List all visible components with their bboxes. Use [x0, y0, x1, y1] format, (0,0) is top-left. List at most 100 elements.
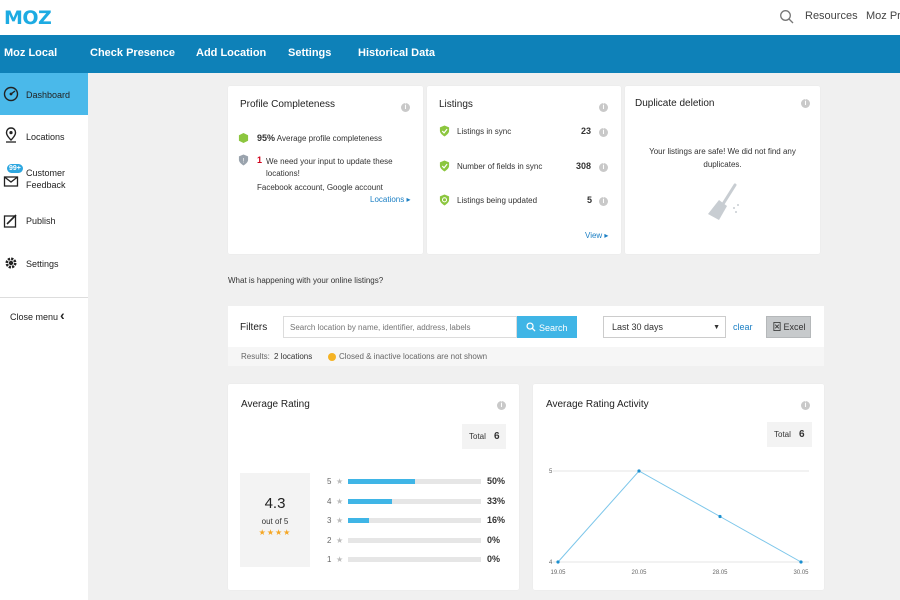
feedback-badge: 99+ [6, 163, 24, 174]
rating-star-number: 3 [327, 516, 332, 525]
sidebar: Dashboard Locations 99+ Customer Feedbac… [0, 73, 88, 600]
view-link[interactable]: View ▸ [585, 231, 609, 240]
info-icon[interactable]: i [599, 103, 608, 112]
caret-down-icon: ▼ [713, 324, 720, 331]
rating-activity-chart: 5 4 19.05 20.05 28.05 30.05 [549, 469, 809, 576]
sidebar-item-settings[interactable]: Settings [0, 241, 88, 283]
profile-percent: 95% [257, 133, 276, 143]
rating-bar-percent: 16% [487, 515, 506, 525]
nav-historical-data[interactable]: Historical Data [358, 47, 436, 59]
listing-row-value: 23 [581, 126, 592, 136]
dashboard-icon [3, 86, 19, 102]
svg-text:!: ! [243, 157, 245, 164]
card-title: Average Rating Activity [546, 399, 649, 410]
duplicate-deletion-card: Duplicate deletion i Your listings are s… [625, 86, 820, 254]
shield-refresh-icon [439, 194, 450, 206]
publish-icon [3, 214, 17, 228]
clear-link[interactable]: clear [733, 322, 753, 332]
location-pin-icon [5, 127, 17, 143]
search-button[interactable]: Search [517, 316, 577, 338]
info-icon[interactable]: i [599, 128, 608, 137]
card-title: Profile Completeness [240, 99, 336, 110]
x-tick-label: 20.05 [631, 570, 647, 576]
excel-button[interactable]: Excel [766, 316, 811, 338]
filters-panel: Filters Search Last 30 days ▼ clear Exce… [228, 306, 824, 366]
date-range-value: Last 30 days [612, 322, 664, 332]
score-box: 4.3 out of 5 ★★★★ [240, 473, 310, 567]
excel-file-icon [773, 322, 781, 331]
sidebar-divider [0, 297, 88, 298]
nav-moz-local[interactable]: Moz Local [4, 47, 58, 59]
data-point[interactable] [637, 469, 641, 473]
listing-row-label: Listings in sync [457, 127, 512, 136]
rating-star-number: 2 [327, 535, 332, 545]
resources-link[interactable]: Resources [805, 10, 858, 22]
series-line [557, 470, 802, 563]
data-point[interactable] [799, 560, 803, 564]
rating-bar-fill [348, 479, 415, 484]
rating-bar-track [348, 498, 481, 504]
date-range-select[interactable]: Last 30 days ▼ [603, 316, 726, 338]
info-icon[interactable]: i [497, 401, 506, 410]
search-input[interactable] [283, 316, 517, 338]
info-icon[interactable]: i [599, 197, 608, 206]
info-icon[interactable]: i [599, 163, 608, 172]
rating-star-number: 1 [327, 555, 332, 564]
card-title: Listings [439, 99, 473, 110]
total-box: Total 6 [462, 424, 506, 449]
moz-pro-link[interactable]: Moz Pro [866, 10, 900, 22]
star-icon: ★ [336, 555, 344, 564]
info-icon[interactable]: i [801, 99, 810, 108]
average-rating-card: Average Rating i Total 6 4.3 out of 5 ★★… [228, 384, 519, 590]
listings-card: Listings i Listings in sync 23 i Number … [427, 86, 621, 254]
nav-settings[interactable]: Settings [288, 47, 332, 59]
data-point[interactable] [718, 514, 722, 519]
star-icon: ★ [336, 535, 344, 545]
results-notice: Closed & inactive locations are not show… [339, 352, 488, 361]
sidebar-item-locations[interactable]: Locations [0, 115, 88, 157]
search-button-label: Search [538, 322, 568, 333]
rating-bar-track [348, 537, 481, 543]
broom-icon [708, 183, 739, 220]
y-tick-label: 5 [549, 469, 553, 475]
close-menu-button[interactable]: Close menu [10, 312, 59, 322]
locations-link[interactable]: Locations ▸ [370, 195, 411, 204]
sidebar-item-customer-feedback[interactable]: 99+ Customer Feedback [0, 157, 88, 199]
nav-add-location[interactable]: Add Location [196, 47, 267, 59]
listing-row-label: Number of fields in sync [457, 162, 543, 171]
x-tick-label: 28.05 [712, 570, 728, 576]
shield-warning-icon: ! [238, 154, 249, 166]
total-label: Total [774, 430, 791, 439]
total-value: 6 [799, 429, 805, 440]
nav-check-presence[interactable]: Check Presence [90, 47, 175, 59]
sidebar-item-publish[interactable]: Publish [0, 199, 88, 241]
warning-icon [328, 353, 336, 361]
main-nav: Moz Local Check Presence Add Location Se… [0, 35, 900, 73]
moz-logo[interactable]: MOZ [4, 7, 52, 29]
rating-bar-percent: 0% [487, 534, 501, 545]
rating-bar-percent: 33% [487, 495, 506, 506]
x-tick-label: 19.05 [550, 570, 566, 576]
rating-star-number: 4 [327, 496, 332, 506]
feedback-icon [3, 176, 19, 187]
total-value: 6 [494, 431, 500, 442]
rating-stars: ★★★★ [258, 528, 292, 537]
gear-icon [5, 257, 17, 269]
total-label: Total [469, 432, 486, 441]
data-point[interactable] [556, 560, 560, 564]
profile-count-text: We need your input to update these locat… [266, 157, 393, 178]
profile-count: 1 [257, 155, 263, 165]
rating-star-number: 5 [327, 477, 332, 486]
profile-completeness-card: Profile Completeness i 95% Average profi… [228, 86, 423, 254]
sidebar-item-label: Publish [26, 216, 56, 226]
info-icon[interactable]: i [801, 401, 810, 410]
sidebar-item-dashboard[interactable]: Dashboard [0, 73, 88, 115]
chevron-left-icon[interactable]: ‹ [60, 307, 65, 323]
sidebar-item-label: Customer Feedback [26, 168, 66, 190]
rating-bar-track [348, 518, 481, 523]
total-box: Total 6 [767, 422, 812, 447]
results-bar: Results: 2 locations Closed & inactive l… [228, 347, 824, 366]
search-icon[interactable] [779, 9, 795, 25]
rating-bar-fill [348, 498, 392, 504]
info-icon[interactable]: i [401, 103, 410, 112]
